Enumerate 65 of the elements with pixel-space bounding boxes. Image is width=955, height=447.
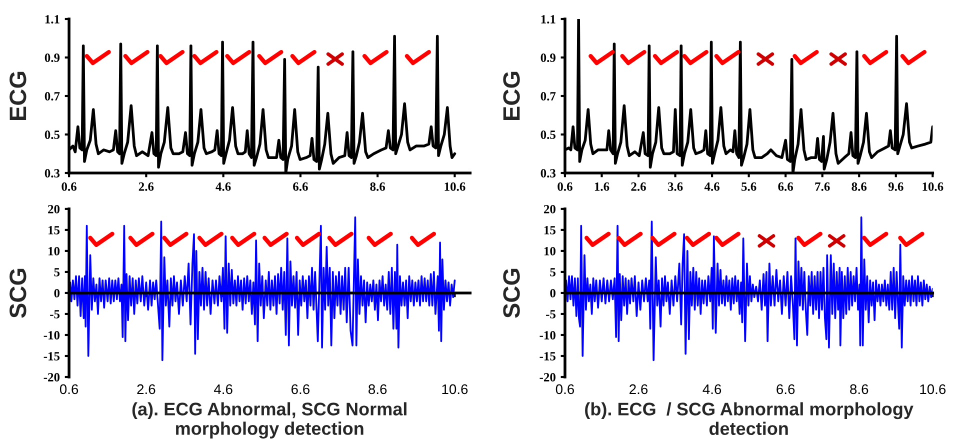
y-tick-label: 15 (48, 226, 60, 234)
y-tick-label: 0.9 (540, 54, 556, 62)
x-tick-label: 8.6 (850, 384, 868, 394)
y-axis-title: ECG (10, 72, 26, 120)
y-tick-label: 10 (48, 246, 60, 256)
y-tick-label: 5 (54, 268, 60, 276)
y-tick-label: -15 (540, 352, 556, 360)
x-tick-label: 9.6 (888, 182, 904, 191)
x-tick-label: 7.6 (815, 182, 830, 191)
x-tick-label: 3.6 (668, 182, 683, 191)
x-tick-label: 4.6 (704, 182, 720, 191)
y-tick-label: 5 (550, 268, 556, 276)
y-tick-label: -20 (44, 373, 60, 382)
y-tick-label: 0.5 (44, 130, 60, 140)
x-tick-label: 6.6 (293, 182, 308, 191)
x-tick-label: 5.6 (742, 182, 756, 191)
x-tick-label: 6.6 (776, 384, 795, 394)
text: (a). ECG Abnormal, SCG Normal morphology detection (132, 402, 406, 439)
x-tick-label: 2.6 (137, 384, 156, 394)
y-tick-label: 15 (544, 226, 556, 234)
line-series (564, 216, 933, 362)
y-tick-label: 20 (48, 204, 60, 214)
y-tick-label: -5 (546, 310, 556, 318)
x-tick-label: 2.6 (631, 182, 646, 191)
y-tick-label: -15 (44, 352, 60, 360)
x-tick-label: 1.6 (594, 182, 610, 191)
y-tick-label: 1.1 (541, 15, 556, 24)
y-tick-label: 20 (544, 204, 556, 214)
y-tick-label: -5 (50, 310, 60, 318)
y-tick-label: 0 (54, 288, 60, 298)
x-tick-label: 4.6 (702, 384, 722, 394)
text: (b). ECG / SCG Abnormal morphology detection (585, 402, 914, 435)
y-tick-label: -10 (540, 331, 556, 340)
y-tick-label: 10 (544, 246, 556, 256)
x-tick-label: 0.6 (60, 384, 78, 394)
x-tick-label: 0.6 (558, 182, 572, 191)
x-tick-label: 4.6 (216, 182, 231, 191)
y-tick-label: 0.3 (540, 169, 556, 178)
x-tick-label: 8.6 (368, 384, 387, 394)
y-axis-title: SCG (503, 268, 520, 318)
x-tick-label: 0.6 (556, 384, 574, 394)
x-tick-label: 8.6 (370, 182, 386, 191)
line-series (69, 216, 456, 362)
y-tick-label: 0.5 (540, 130, 556, 140)
x-tick-label: 10.6 (920, 384, 946, 394)
x-tick-label: 10.6 (442, 384, 468, 394)
y-tick-label: 0.3 (44, 169, 60, 178)
y-tick-label: -20 (540, 373, 556, 382)
y-axis-title: SCG (10, 268, 26, 318)
y-tick-label: 1.1 (45, 15, 60, 24)
x-tick-label: 8.6 (852, 182, 867, 191)
y-axis-title: ECG (503, 72, 520, 120)
x-tick-label: 6.6 (778, 182, 794, 191)
x-tick-label: 4.6 (214, 384, 232, 394)
y-tick-label: 0.7 (540, 92, 556, 101)
y-tick-label: 0.7 (44, 92, 60, 101)
x-tick-label: 2.6 (630, 384, 648, 394)
x-tick-label: 2.6 (138, 182, 154, 191)
x-tick-label: 0.6 (62, 182, 76, 191)
x-tick-label: 10.6 (922, 182, 944, 191)
x-tick-label: 6.6 (292, 384, 310, 394)
y-tick-label: -10 (44, 331, 60, 340)
y-tick-label: 0.9 (44, 54, 60, 62)
x-tick-label: 10.6 (444, 182, 466, 191)
y-tick-label: 0 (550, 288, 556, 298)
